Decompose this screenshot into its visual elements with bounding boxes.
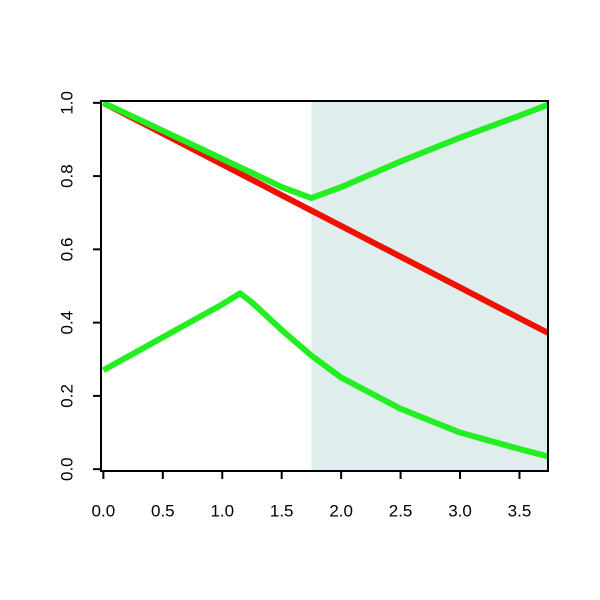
- y-tick-label: 1.0: [57, 91, 76, 115]
- x-tick-label: 2.5: [389, 501, 413, 520]
- x-tick-label: 0.0: [92, 501, 116, 520]
- x-tick-label: 3.5: [508, 501, 532, 520]
- plot-box: [100, 100, 549, 472]
- line: [102, 100, 550, 202]
- x-tick-label: 3.0: [448, 501, 472, 520]
- y-tick-label: 0.2: [57, 384, 76, 408]
- y-tick-label: 0.8: [57, 164, 76, 188]
- x-tick-label: 1.5: [270, 501, 294, 520]
- x-tick-label: 2.0: [329, 501, 353, 520]
- y-tick-label: 0.0: [57, 457, 76, 481]
- y-tick-label: 0.6: [57, 238, 76, 262]
- shaded-region: [311, 101, 548, 471]
- x-tick-label: 1.0: [210, 501, 234, 520]
- x-tick-label: 0.5: [151, 501, 175, 520]
- line: [101, 100, 550, 336]
- line: [101, 290, 549, 460]
- y-tick-label: 0.4: [57, 311, 76, 335]
